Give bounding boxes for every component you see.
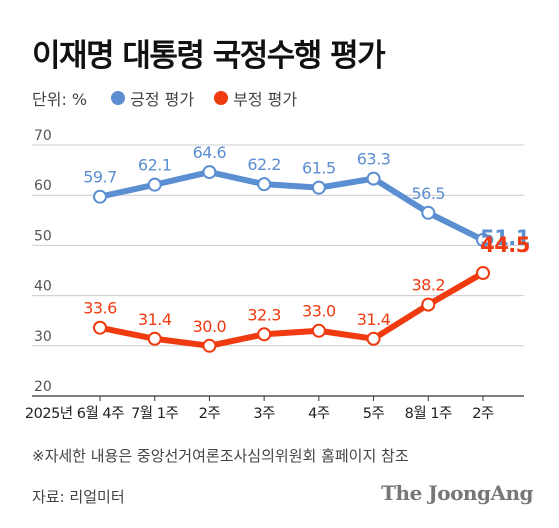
y-tick-label: 30	[34, 329, 52, 345]
data-point-negative	[366, 331, 381, 346]
legend-dot-positive	[111, 91, 126, 105]
data-label-negative: 32.3	[247, 305, 281, 324]
data-label-positive: 64.6	[193, 143, 227, 162]
data-label-negative: 31.4	[357, 310, 391, 329]
y-tick-label: 60	[34, 178, 52, 194]
data-point-positive	[311, 180, 326, 195]
data-point-positive	[202, 165, 217, 180]
series-line-negative	[97, 270, 486, 349]
x-tick-label: 7월 1주	[131, 405, 178, 422]
legend-dot-negative	[214, 91, 229, 105]
data-point-negative	[147, 331, 162, 346]
data-point-negative	[93, 320, 107, 335]
data-label-negative: 33.0	[302, 302, 336, 321]
source-label: 자료: 리얼미터	[32, 488, 125, 506]
y-tick-label: 70	[34, 128, 52, 144]
data-point-positive	[421, 205, 436, 220]
data-point-positive	[93, 189, 107, 204]
data-point-negative	[257, 327, 272, 342]
data-point-negative	[311, 323, 326, 338]
x-tick-label: 4주	[308, 406, 330, 422]
data-point-negative	[421, 297, 436, 312]
y-tick-label: 50	[34, 228, 52, 244]
data-point-negative	[202, 338, 217, 353]
data-label-positive: 56.5	[411, 184, 445, 203]
data-label-negative: 38.2	[411, 276, 445, 295]
x-tick-label: 8월 1주	[405, 405, 452, 422]
legend-label-negative: 부정 평가	[233, 90, 298, 109]
y-tick-label: 40	[34, 279, 52, 295]
data-point-positive	[257, 177, 272, 192]
footnote: ※자세한 내용은 중앙선거여론조사심의위원회 홈페이지 참조	[32, 447, 409, 465]
unit-label: 단위: %	[32, 90, 88, 109]
data-point-positive	[476, 232, 490, 247]
y-tick-label: 20	[34, 379, 52, 395]
data-label-negative: 33.6	[83, 299, 117, 318]
data-point-negative	[476, 266, 490, 281]
data-label-positive: 62.1	[138, 156, 172, 175]
data-label-positive: 63.3	[357, 150, 391, 169]
x-tick-label: 2025년 6월 4주	[25, 405, 124, 422]
series-line-positive	[97, 169, 486, 243]
legend-item-positive: 긍정 평가	[111, 86, 194, 110]
data-label-positive: 62.2	[247, 155, 281, 174]
x-tick-label: 5주	[363, 406, 385, 422]
x-tick-label: 3주	[253, 406, 275, 422]
data-label-positive: 59.7	[83, 168, 117, 187]
data-label-positive: 51.1	[480, 226, 530, 250]
data-label-negative: 30.0	[193, 317, 227, 336]
data-label-positive: 61.5	[302, 159, 336, 178]
data-label-negative: 44.5	[480, 233, 530, 257]
chart-title: 이재명 대통령 국정수행 평가	[32, 38, 386, 74]
x-tick-label: 2주	[199, 406, 221, 422]
legend-item-negative: 부정 평가	[214, 86, 297, 110]
legend: 단위: % 긍정 평가 부정 평가	[32, 86, 317, 110]
data-label-negative: 31.4	[138, 310, 172, 329]
legend-label-positive: 긍정 평가	[130, 90, 195, 109]
brand-logo: The JoongAng	[381, 481, 533, 505]
x-tick-label: 2주	[472, 406, 494, 422]
data-point-positive	[366, 171, 381, 186]
data-point-positive	[147, 177, 162, 192]
